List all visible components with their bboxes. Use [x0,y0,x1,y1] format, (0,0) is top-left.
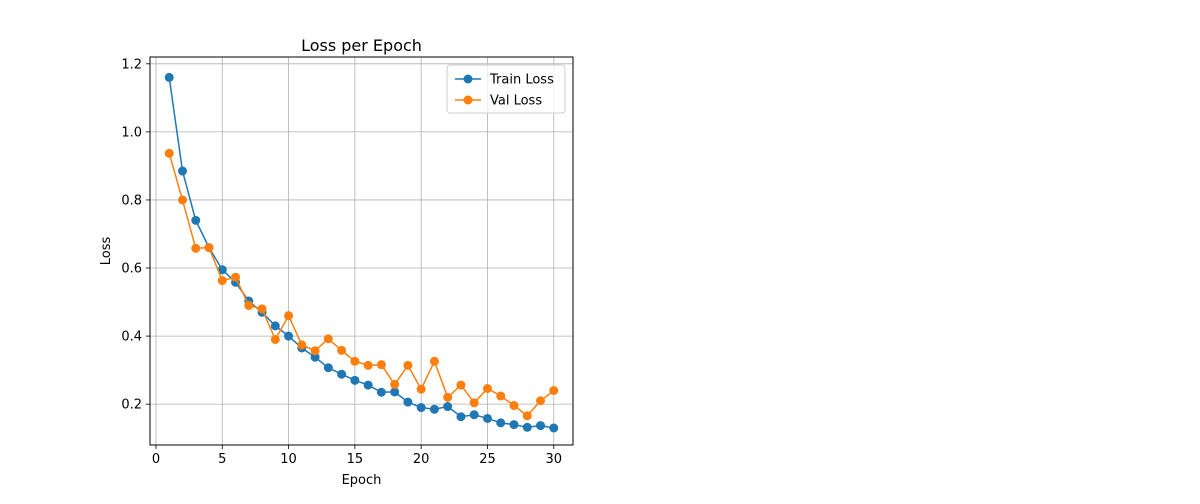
x-tick-label: 5 [218,452,226,467]
legend-marker [463,95,473,105]
legend-item: Train Loss [455,73,554,88]
data-point [217,276,227,286]
legend-label: Val Loss [490,94,542,109]
x-tick-label: 20 [413,452,430,467]
legend-label: Train Loss [489,73,554,88]
data-point [522,422,532,432]
data-point [244,300,254,310]
data-point [284,331,294,341]
grid [150,57,573,445]
data-point [323,334,333,344]
data-point [482,413,492,423]
legend-item: Val Loss [455,94,542,109]
data-point [469,398,479,408]
data-point [509,401,519,411]
data-point [429,404,439,414]
data-point [429,356,439,366]
data-point [549,423,559,433]
series-layer [164,72,559,433]
series-line [168,77,554,429]
data-point [482,384,492,394]
y-tick-label: 0.2 [121,398,142,413]
data-point [177,195,187,205]
data-point [297,340,307,350]
data-point [191,215,201,225]
data-point [217,265,227,275]
data-point [376,360,386,370]
data-point [270,321,280,331]
y-tick-label: 0.4 [121,330,142,345]
y-tick-label: 1.2 [121,57,142,72]
data-point [164,72,174,82]
data-point [204,243,214,253]
data-point [337,369,347,379]
data-point [416,403,426,413]
data-point [376,387,386,397]
x-axis-label: Epoch [342,473,382,488]
data-point [310,346,320,356]
data-point [284,311,294,321]
data-point [456,380,466,390]
x-tick-label: 30 [545,452,562,467]
x-tick-label: 25 [479,452,496,467]
data-point [257,304,267,314]
data-point [443,392,453,402]
data-point [231,272,241,282]
data-point [390,379,400,389]
data-point [350,356,360,366]
axis-ticks: 0 5 10 15 20 25 30 0.2 0.4 0.6 0.8 1.0 1.2 [121,57,562,467]
data-point [337,345,347,355]
data-point [509,420,519,430]
data-point [177,166,187,176]
y-tick-label: 1.0 [121,125,142,140]
data-point [522,411,532,421]
data-point [443,402,453,412]
series-train-loss [164,72,559,433]
data-point [390,387,400,397]
legend: Train Loss Val Loss [446,64,566,114]
data-point [469,410,479,420]
series-val-loss [164,148,559,421]
data-point [496,391,506,401]
y-axis-label: Loss [99,237,114,266]
legend-box [446,64,566,114]
chart-title: Loss per Epoch [301,36,422,55]
data-point [363,380,373,390]
data-point [350,375,360,385]
data-point [403,360,413,370]
plot-area-frame [149,56,574,446]
data-point [536,421,546,431]
data-point [496,418,506,428]
data-point [549,386,559,396]
x-tick-label: 0 [152,452,160,467]
data-point [191,243,201,253]
data-point [403,397,413,407]
data-point [310,352,320,362]
data-point [363,360,373,370]
y-tick-label: 0.6 [121,262,142,277]
x-tick-label: 15 [347,452,364,467]
data-point [536,396,546,406]
data-point [416,384,426,394]
series-line [168,153,555,417]
data-point [323,363,333,373]
legend-marker [463,74,473,84]
x-tick-label: 10 [280,452,297,467]
data-point [456,412,466,422]
data-point [164,148,174,158]
data-point [270,334,280,344]
y-tick-label: 0.8 [121,193,142,208]
